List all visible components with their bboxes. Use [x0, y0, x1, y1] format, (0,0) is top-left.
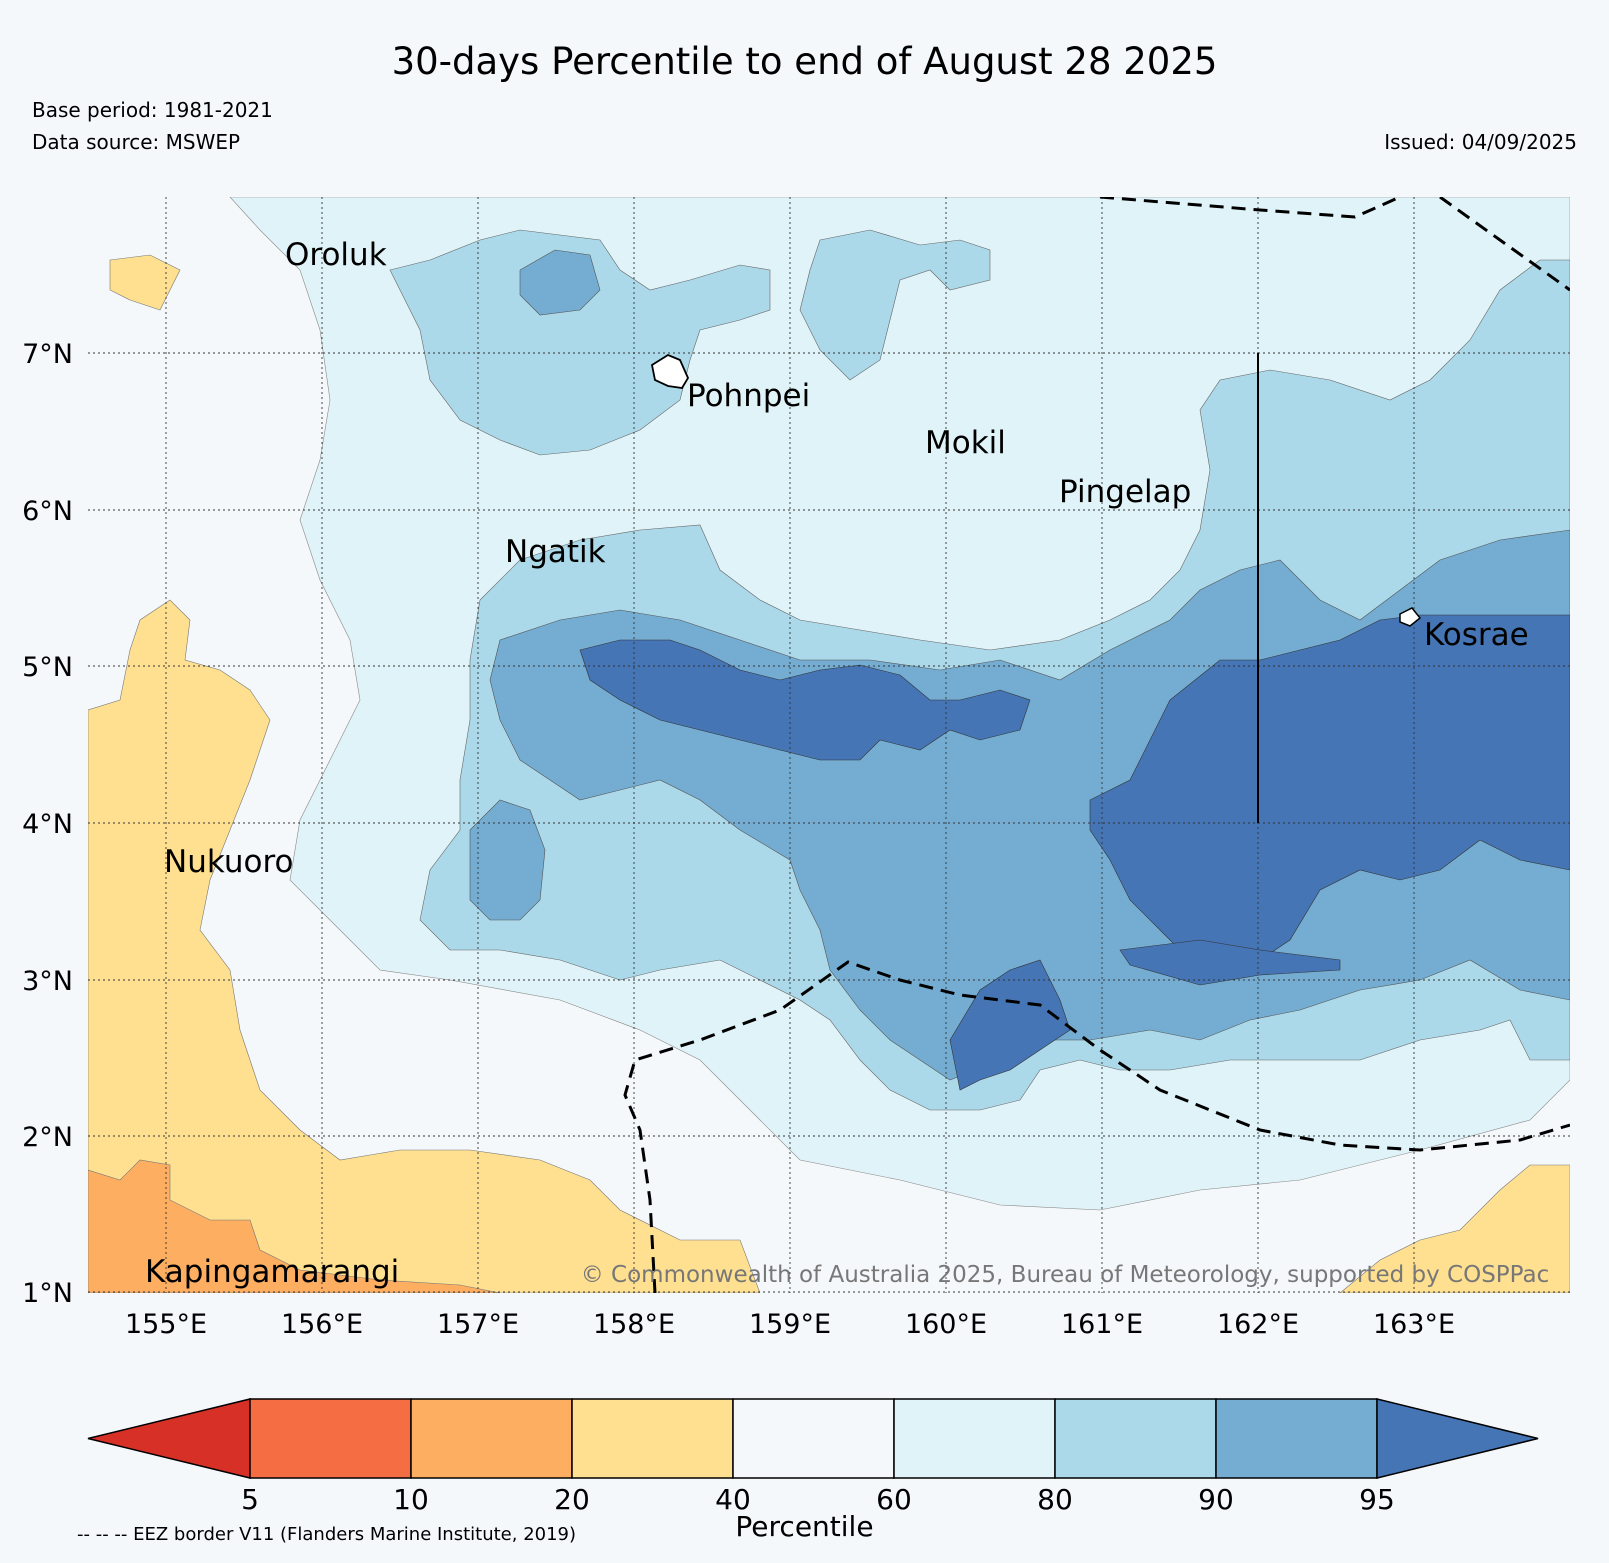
copyright-text: © Commonwealth of Australia 2025, Bureau…	[581, 1262, 1550, 1288]
lon-tick: 159°E	[749, 1309, 831, 1340]
lon-tick: 161°E	[1061, 1309, 1143, 1340]
label-kosrae: Kosrae	[1424, 617, 1529, 653]
colorbar-tick: 20	[554, 1483, 590, 1516]
region-90-95-oroluk	[519, 249, 601, 316]
colorbar-tick: 5	[241, 1483, 259, 1516]
lon-tick: 155°E	[125, 1309, 207, 1340]
colorbar-tick: 10	[393, 1483, 429, 1516]
lat-tick: 7°N	[22, 339, 73, 370]
colorbar-tick: 90	[1198, 1483, 1234, 1516]
label-nukuoro: Nukuoro	[164, 844, 293, 880]
lon-tick: 158°E	[593, 1309, 675, 1340]
lat-tick: 1°N	[22, 1278, 73, 1309]
lat-tick: 2°N	[22, 1122, 73, 1153]
colorbar-segment	[893, 1398, 1056, 1479]
lon-tick: 162°E	[1217, 1309, 1299, 1340]
lon-tick: 163°E	[1373, 1309, 1455, 1340]
region-20-40-se	[1339, 1164, 1570, 1293]
colorbar-tick: 80	[1037, 1483, 1073, 1516]
label-kapingamarangi: Kapingamarangi	[145, 1254, 399, 1290]
colorbar-ticks: 5 10 20 40 60 80 90 95	[241, 1483, 1395, 1516]
region-95-east	[1089, 614, 1570, 961]
map-title: 30-days Percentile to end of August 28 2…	[391, 40, 1218, 83]
colorbar-segment	[732, 1398, 895, 1479]
colorbar-label: Percentile	[735, 1510, 874, 1543]
map-area	[88, 197, 1570, 1293]
lat-tick-labels: 7°N 6°N 5°N 4°N 3°N 2°N 1°N	[22, 339, 73, 1309]
colorbar-extend-high	[1376, 1398, 1539, 1479]
label-ngatik: Ngatik	[505, 534, 606, 570]
label-oroluk: Oroluk	[285, 237, 387, 273]
colorbar-segment	[1215, 1398, 1378, 1479]
region-20-40-west	[88, 599, 761, 1293]
colorbar-tick: 60	[876, 1483, 912, 1516]
colorbar-segment	[249, 1398, 412, 1479]
lat-tick: 3°N	[22, 966, 73, 997]
colorbar-extend-low	[87, 1398, 251, 1479]
region-80-90-north2	[799, 229, 991, 381]
label-pingelap: Pingelap	[1059, 474, 1191, 510]
issued-date: Issued: 04/09/2025	[1384, 130, 1577, 154]
eez-border	[623, 197, 1570, 1293]
colorbar-tick: 95	[1359, 1483, 1395, 1516]
eez-legend-note: -- -- -- EEZ border V11 (Flanders Marine…	[77, 1524, 577, 1545]
pohnpei-island	[650, 353, 690, 389]
graticule	[88, 197, 1570, 1293]
lon-tick: 156°E	[281, 1309, 363, 1340]
lat-tick: 5°N	[22, 652, 73, 683]
region-95-strip	[1119, 939, 1341, 986]
colorbar-segment	[410, 1398, 573, 1479]
lon-tick-labels: 155°E 156°E 157°E 158°E 159°E 160°E 161°…	[125, 1309, 1455, 1340]
colorbar-tick: 40	[715, 1483, 751, 1516]
colorbar-segment	[1054, 1398, 1217, 1479]
lat-tick: 4°N	[22, 809, 73, 840]
base-period: Base period: 1981-2021	[32, 98, 273, 122]
lat-tick: 6°N	[22, 496, 73, 527]
region-80-90-north	[389, 229, 771, 456]
data-source: Data source: MSWEP	[32, 130, 241, 154]
label-pohnpei: Pohnpei	[687, 378, 810, 414]
kosrae-island	[1399, 607, 1422, 627]
lon-tick: 160°E	[905, 1309, 987, 1340]
region-95-south	[949, 959, 1071, 1091]
region-20-40-nw	[109, 254, 181, 311]
colorbar-segment	[571, 1398, 734, 1479]
region-90-95-west	[469, 799, 546, 921]
lon-tick: 157°E	[437, 1309, 519, 1340]
colorbar	[87, 1398, 1539, 1479]
label-mokil: Mokil	[925, 425, 1006, 461]
place-labels: Oroluk Pohnpei Mokil Pingelap Ngatik Kos…	[145, 237, 1529, 1290]
region-95-band	[579, 639, 1031, 761]
